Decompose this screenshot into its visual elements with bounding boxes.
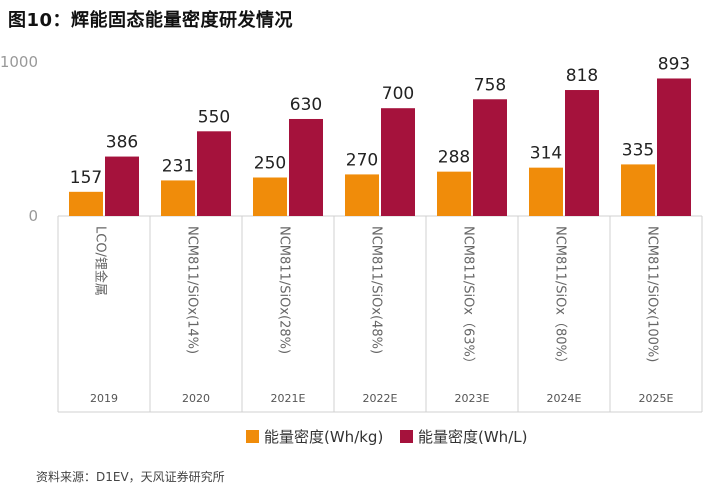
bar-whl-5 (565, 90, 599, 216)
bar-whkg-0 (69, 191, 103, 216)
value-label-whkg-5: 314 (530, 144, 562, 164)
value-label-whl-0: 386 (106, 133, 138, 153)
value-label-whkg-6: 335 (622, 140, 654, 160)
value-label-whl-2: 630 (290, 95, 322, 115)
year-label-6: 2025E (639, 392, 674, 405)
bar-whkg-2 (253, 177, 287, 216)
value-label-whl-6: 893 (658, 54, 690, 74)
year-label-4: 2023E (455, 392, 490, 405)
year-label-0: 2019 (90, 392, 118, 405)
legend-label-whl: 能量密度(Wh/L) (418, 428, 527, 446)
legend-swatch-whkg (246, 430, 259, 443)
source-note: 资料来源：D1EV，天风证券研究所 (36, 470, 225, 484)
value-label-whkg-3: 270 (346, 150, 378, 170)
category-label-4: NCM811/SiOx（63%） (461, 226, 476, 370)
chart-legend: 能量密度(Wh/kg) 能量密度(Wh/L) (246, 428, 527, 446)
value-label-whkg-0: 157 (70, 168, 102, 188)
bar-whl-1 (197, 131, 231, 216)
category-label-6: NCM811/SiOx(100%) (645, 226, 660, 362)
y-tick-label-0: 0 (28, 207, 38, 225)
year-label-1: 2020 (182, 392, 210, 405)
chart-bars (69, 78, 691, 216)
chart-category-labels: LCO/锂金属 2019 NCM811/SiOx(14%) 2020 NCM811/Si… (90, 226, 674, 405)
bar-whkg-3 (345, 174, 379, 216)
category-label-2: NCM811/SiOx(28%) (277, 226, 292, 354)
chart-title: 图10：辉能固态能量密度研发情况 (8, 10, 294, 31)
bar-whkg-4 (437, 171, 471, 216)
value-label-whkg-1: 231 (162, 156, 194, 176)
category-label-5: NCM811/SiOx（80%） (553, 226, 568, 370)
category-label-3: NCM811/SiOx(48%) (369, 226, 384, 354)
year-label-2: 2021E (271, 392, 306, 405)
bar-whkg-6 (621, 164, 655, 216)
bar-whl-4 (473, 99, 507, 216)
legend-swatch-whl (400, 430, 413, 443)
category-label-1: NCM811/SiOx(14%) (185, 226, 200, 354)
category-label-0: LCO/锂金属 (93, 226, 109, 296)
y-tick-label-1: 1000 (0, 53, 38, 71)
year-label-5: 2024E (547, 392, 582, 405)
bar-whl-2 (289, 118, 323, 216)
bar-whl-6 (657, 78, 691, 216)
value-label-whkg-4: 288 (438, 148, 470, 168)
bar-whl-0 (105, 156, 139, 216)
value-label-whl-1: 550 (198, 107, 230, 127)
bar-whl-3 (381, 108, 415, 216)
value-label-whl-3: 700 (382, 84, 414, 104)
bar-whkg-5 (529, 167, 563, 216)
bar-whkg-1 (161, 180, 195, 216)
value-label-whl-4: 758 (474, 75, 506, 95)
legend-label-whkg: 能量密度(Wh/kg) (264, 428, 383, 446)
value-label-whkg-2: 250 (254, 154, 286, 174)
year-label-3: 2022E (363, 392, 398, 405)
value-label-whl-5: 818 (566, 66, 598, 86)
